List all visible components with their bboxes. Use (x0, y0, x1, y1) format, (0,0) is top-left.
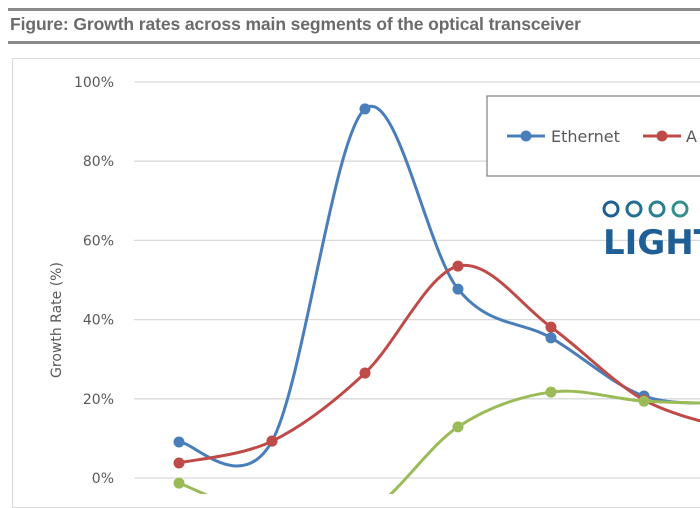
data-point (452, 260, 464, 272)
logo-text: LIGHT (603, 223, 700, 263)
y-tick-label: 40% (83, 313, 114, 329)
y-axis-label: Growth Rate (%) (49, 262, 65, 378)
bottom-rule (8, 41, 700, 44)
y-tick-label: 60% (83, 233, 114, 249)
logo-ring-icon (671, 200, 689, 218)
logo-ring-icon (648, 200, 666, 218)
data-point (173, 477, 185, 489)
legend-a-label: A (686, 127, 697, 146)
logo-ring-icon (602, 200, 620, 218)
figure-title: Figure: Growth rates across main segment… (10, 14, 581, 34)
legend-ethernet-label: Ethernet (551, 127, 620, 146)
data-point (266, 435, 278, 447)
line-chart: 0% 20% 40% 60% 80% 100% Growth Rate (%) Ether… (49, 75, 700, 494)
data-point (545, 332, 557, 344)
series-line-2 (177, 263, 700, 465)
data-point (638, 395, 650, 407)
y-tick-label: 80% (83, 154, 114, 170)
data-point (452, 421, 464, 433)
y-tick-label: 100% (74, 75, 114, 91)
legend-ethernet-marker (520, 130, 532, 142)
data-point (359, 367, 371, 379)
logo: LIGHT (590, 200, 700, 263)
top-rule (8, 8, 700, 11)
legend: Ethernet A (486, 95, 700, 177)
y-tick-label: 0% (92, 471, 114, 487)
logo-ring-icon (625, 200, 643, 218)
data-point (545, 321, 557, 333)
legend-a-marker (656, 130, 668, 142)
data-point (173, 457, 185, 469)
data-point (359, 103, 371, 115)
y-tick-label: 20% (83, 392, 114, 408)
data-point (173, 436, 185, 448)
data-point (545, 386, 557, 398)
data-point (452, 283, 464, 295)
